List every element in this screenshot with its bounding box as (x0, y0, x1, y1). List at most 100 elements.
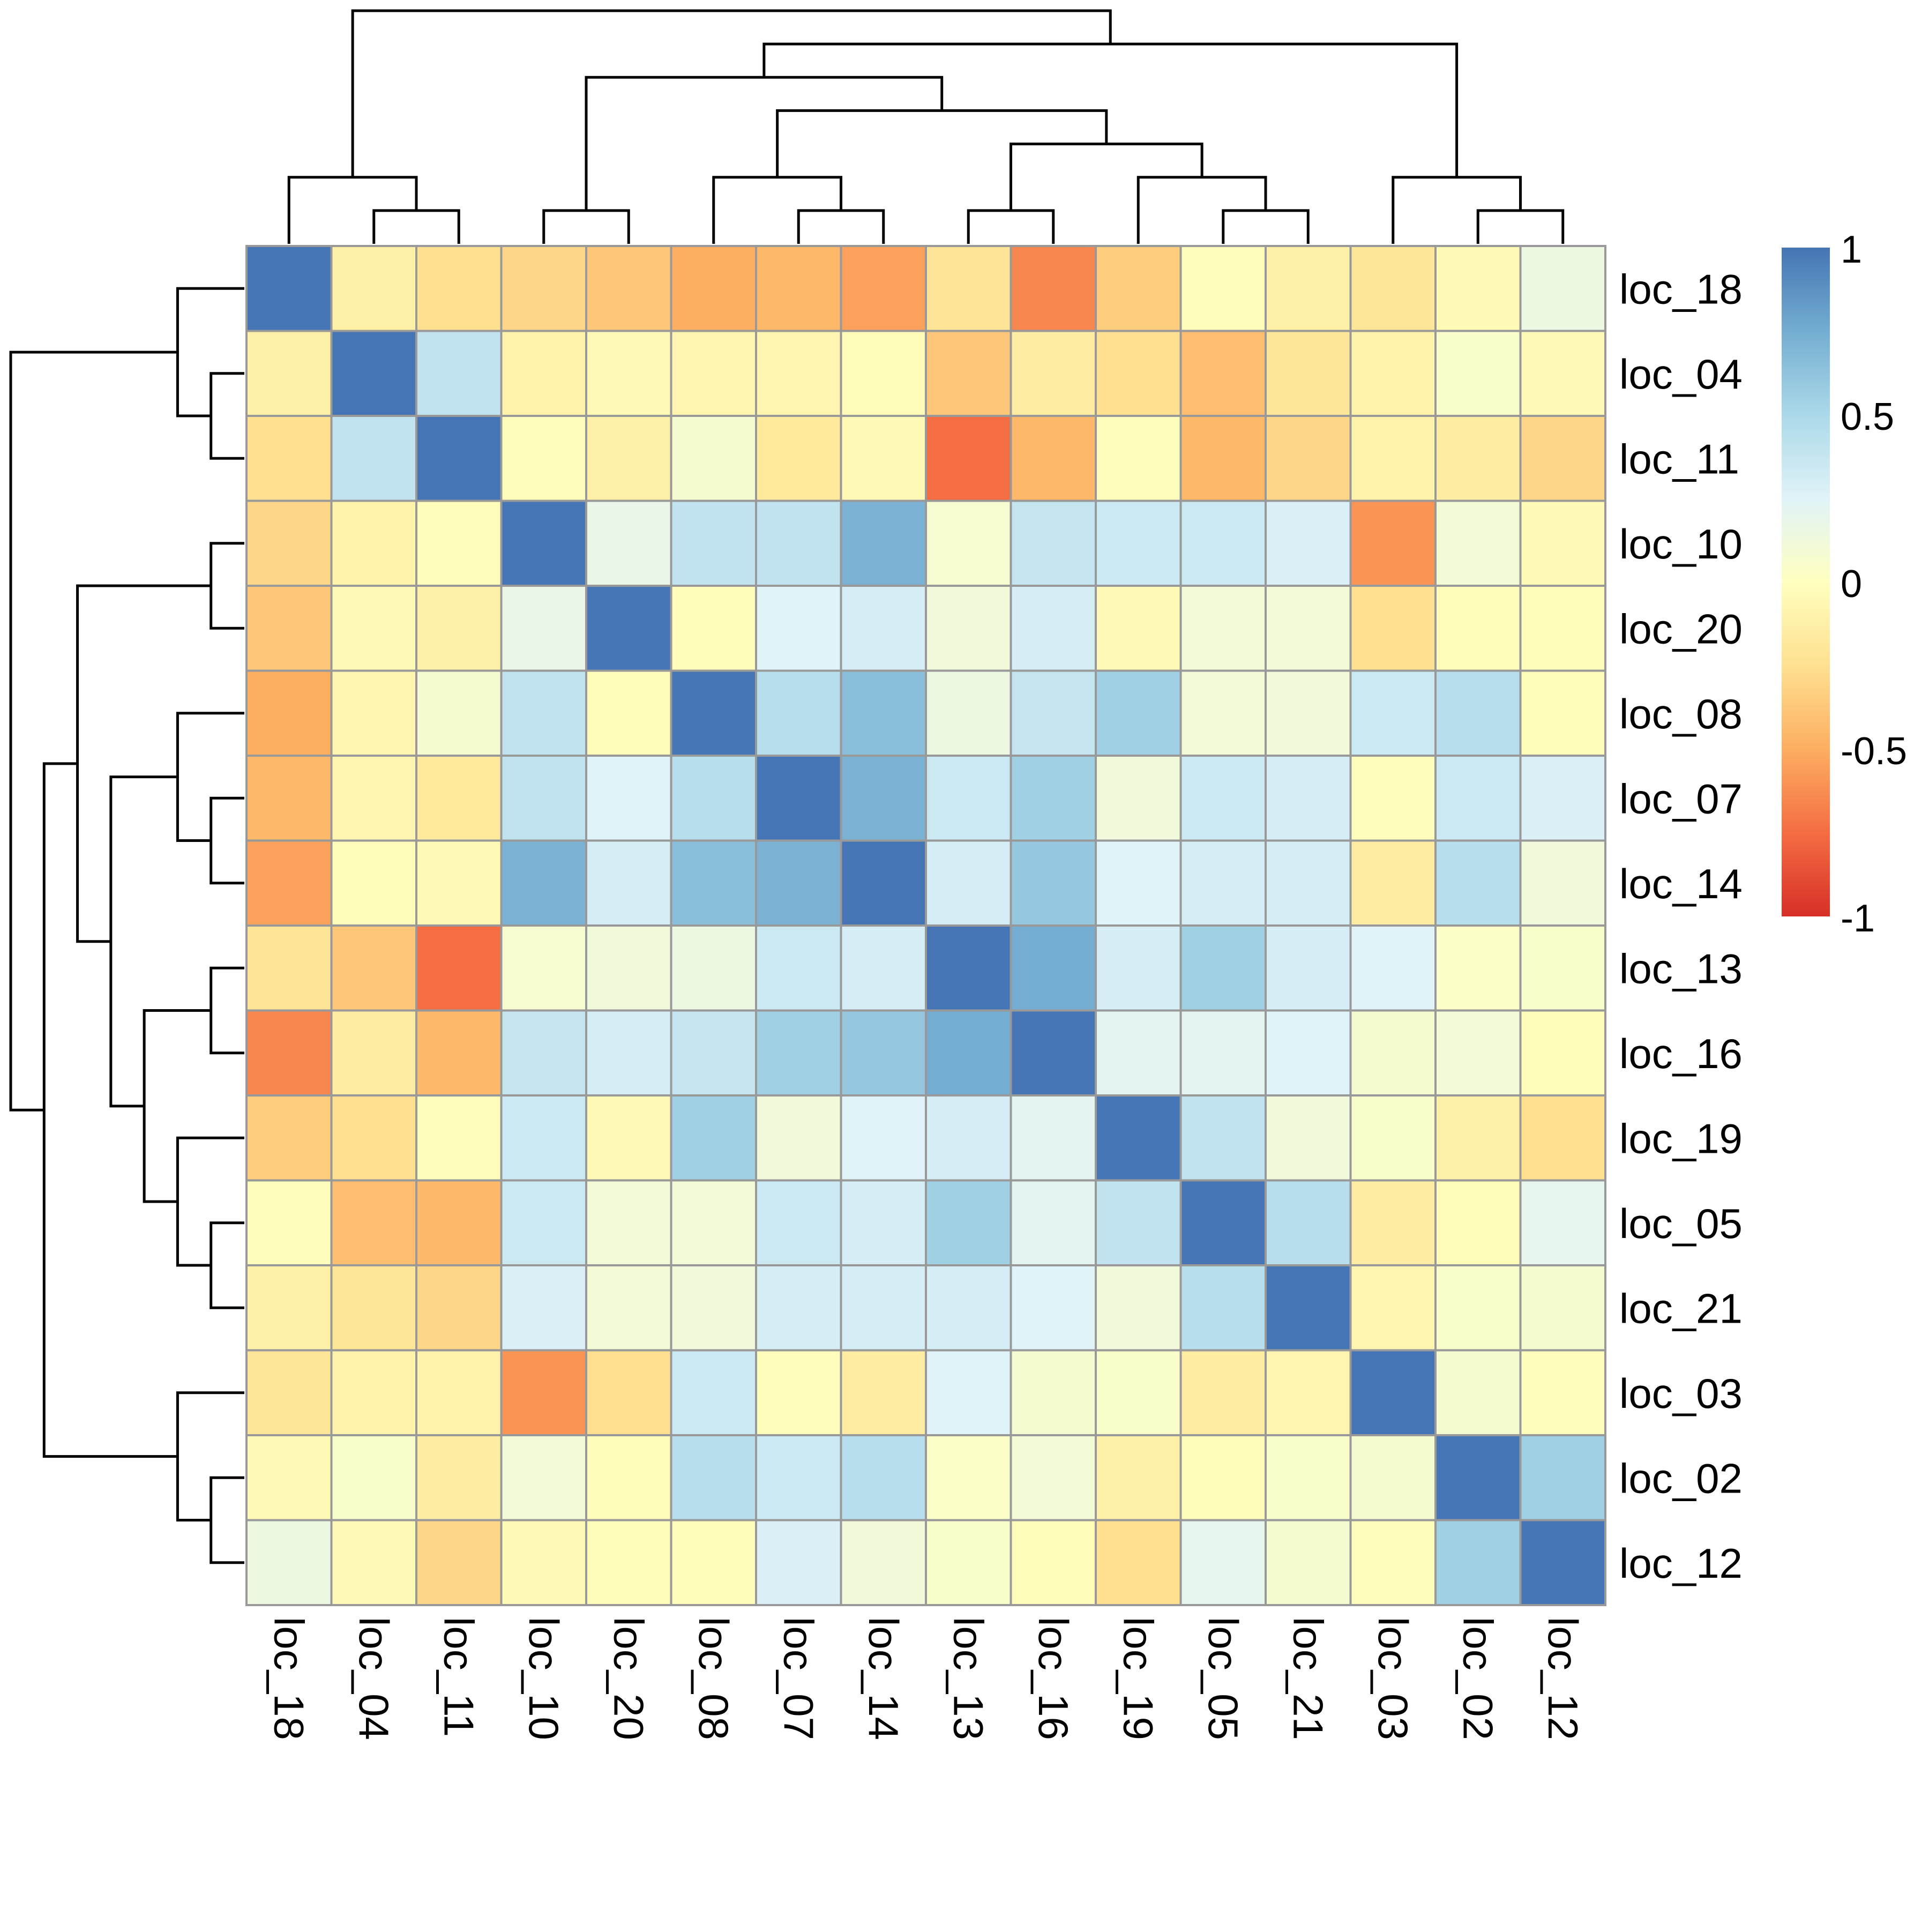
heatmap-cell-loc_12-loc_10 (500, 1519, 587, 1606)
heatmap-cell-loc_19-loc_07 (755, 1094, 842, 1182)
heatmap-cell-loc_08-loc_12 (1519, 669, 1606, 757)
heatmap-cell-loc_13-loc_05 (1179, 924, 1267, 1012)
heatmap-cell-loc_16-loc_14 (840, 1009, 927, 1096)
heatmap-cell-loc_12-loc_21 (1265, 1519, 1352, 1606)
row-label: loc_20 (1619, 605, 1743, 652)
row-dendrogram-branch (76, 584, 211, 943)
heatmap-cell-loc_12-loc_07 (755, 1519, 842, 1606)
heatmap-cell-loc_21-loc_05 (1179, 1264, 1267, 1352)
heatmap-cell-loc_19-loc_08 (670, 1094, 757, 1182)
heatmap-cell-loc_05-loc_04 (330, 1179, 417, 1266)
heatmap-cell-loc_11-loc_02 (1434, 415, 1522, 502)
heatmap-cell-loc_04-loc_08 (670, 330, 757, 417)
heatmap-cell-loc_08-loc_18 (245, 669, 333, 757)
heatmap-cell-loc_02-loc_07 (755, 1434, 842, 1521)
heatmap-cell-loc_05-loc_03 (1349, 1179, 1437, 1266)
heatmap-cell-loc_05-loc_05 (1179, 1179, 1267, 1266)
heatmap-cell-loc_12-loc_19 (1095, 1519, 1182, 1606)
heatmap-cell-loc_21-loc_18 (245, 1264, 333, 1352)
heatmap-cell-loc_04-loc_21 (1265, 330, 1352, 417)
heatmap-cells (245, 245, 1606, 1606)
heatmap-cell-loc_20-loc_21 (1265, 585, 1352, 672)
heatmap-cell-loc_13-loc_21 (1265, 924, 1352, 1012)
column-dendrogram-branch (797, 209, 885, 244)
heatmap-cell-loc_14-loc_02 (1434, 839, 1522, 927)
heatmap-cell-loc_07-loc_08 (670, 755, 757, 842)
heatmap-cell-loc_13-loc_08 (670, 924, 757, 1012)
heatmap-cell-loc_04-loc_02 (1434, 330, 1522, 417)
heatmap-cell-loc_02-loc_12 (1519, 1434, 1606, 1521)
heatmap-cell-loc_16-loc_10 (500, 1009, 587, 1096)
heatmap-cell-loc_18-loc_07 (755, 245, 842, 332)
heatmap-cell-loc_11-loc_08 (670, 415, 757, 502)
heatmap-cell-loc_12-loc_18 (245, 1519, 333, 1606)
column-label: loc_08 (690, 1617, 737, 1740)
heatmap-cell-loc_11-loc_18 (245, 415, 333, 502)
heatmap-cell-loc_04-loc_13 (925, 330, 1012, 417)
heatmap-cell-loc_02-loc_18 (245, 1434, 333, 1521)
heatmap-cell-loc_10-loc_13 (925, 499, 1012, 587)
heatmap-cell-loc_20-loc_13 (925, 585, 1012, 672)
heatmap-cell-loc_02-loc_04 (330, 1434, 417, 1521)
heatmap-cell-loc_19-loc_04 (330, 1094, 417, 1182)
heatmap-cell-loc_03-loc_19 (1095, 1349, 1182, 1436)
column-label: loc_13 (945, 1617, 992, 1740)
heatmap-cell-loc_03-loc_12 (1519, 1349, 1606, 1436)
row-label: loc_04 (1619, 350, 1743, 398)
row-dendrogram-branch (176, 1136, 244, 1267)
row-dendrogram-branch (210, 372, 244, 460)
legend-tick-label: -1 (1841, 897, 1875, 940)
heatmap-cell-loc_14-loc_11 (415, 839, 503, 927)
heatmap-cell-loc_10-loc_18 (245, 499, 333, 587)
heatmap-cell-loc_16-loc_21 (1265, 1009, 1352, 1096)
heatmap-cell-loc_08-loc_21 (1265, 669, 1352, 757)
heatmap-cell-loc_18-loc_16 (1010, 245, 1097, 332)
heatmap-cell-loc_05-loc_13 (925, 1179, 1012, 1266)
legend-tick-label: 0 (1841, 563, 1862, 606)
heatmap-cell-loc_11-loc_13 (925, 415, 1012, 502)
heatmap-cell-loc_10-loc_03 (1349, 499, 1437, 587)
heatmap-cell-loc_10-loc_11 (415, 499, 503, 587)
heatmap-cell-loc_20-loc_10 (500, 585, 587, 672)
heatmap-cell-loc_18-loc_02 (1434, 245, 1522, 332)
heatmap-cell-loc_04-loc_11 (415, 330, 503, 417)
column-label: loc_05 (1200, 1617, 1247, 1740)
heatmap-cell-loc_08-loc_11 (415, 669, 503, 757)
heatmap-cell-loc_18-loc_18 (245, 245, 333, 332)
heatmap-cell-loc_07-loc_05 (1179, 755, 1267, 842)
heatmap-cell-loc_12-loc_05 (1179, 1519, 1267, 1606)
heatmap-cell-loc_21-loc_20 (585, 1264, 672, 1352)
row-label: loc_16 (1619, 1030, 1743, 1077)
heatmap-cell-loc_18-loc_08 (670, 245, 757, 332)
heatmap-cell-loc_03-loc_10 (500, 1349, 587, 1436)
heatmap-cell-loc_08-loc_16 (1010, 669, 1097, 757)
heatmap-cell-loc_13-loc_04 (330, 924, 417, 1012)
heatmap-cell-loc_13-loc_14 (840, 924, 927, 1012)
heatmap-cell-loc_12-loc_03 (1349, 1519, 1437, 1606)
heatmap-cell-loc_10-loc_21 (1265, 499, 1352, 587)
heatmap-cell-loc_14-loc_03 (1349, 839, 1437, 927)
heatmap-cell-loc_13-loc_07 (755, 924, 842, 1012)
heatmap-cell-loc_18-loc_19 (1095, 245, 1182, 332)
heatmap-cell-loc_08-loc_13 (925, 669, 1012, 757)
heatmap-cell-loc_14-loc_05 (1179, 839, 1267, 927)
heatmap-cell-loc_02-loc_05 (1179, 1434, 1267, 1521)
heatmap-cell-loc_08-loc_08 (670, 669, 757, 757)
heatmap-cell-loc_05-loc_16 (1010, 1179, 1097, 1266)
heatmap-cell-loc_10-loc_07 (755, 499, 842, 587)
heatmap-cell-loc_19-loc_10 (500, 1094, 587, 1182)
heatmap-cell-loc_21-loc_19 (1095, 1264, 1182, 1352)
column-dendrogram-branch (585, 76, 944, 211)
heatmap-cell-loc_20-loc_14 (840, 585, 927, 672)
heatmap-cell-loc_05-loc_14 (840, 1179, 927, 1266)
heatmap-cell-loc_03-loc_08 (670, 1349, 757, 1436)
row-dendrogram-branch (9, 350, 178, 1112)
heatmap-cell-loc_11-loc_07 (755, 415, 842, 502)
heatmap-cell-loc_16-loc_12 (1519, 1009, 1606, 1096)
heatmap-cell-loc_21-loc_13 (925, 1264, 1012, 1352)
row-label: loc_10 (1619, 520, 1743, 568)
heatmap-cell-loc_14-loc_08 (670, 839, 757, 927)
column-label: loc_02 (1454, 1617, 1501, 1740)
heatmap-cell-loc_18-loc_05 (1179, 245, 1267, 332)
heatmap-cell-loc_21-loc_12 (1519, 1264, 1606, 1352)
